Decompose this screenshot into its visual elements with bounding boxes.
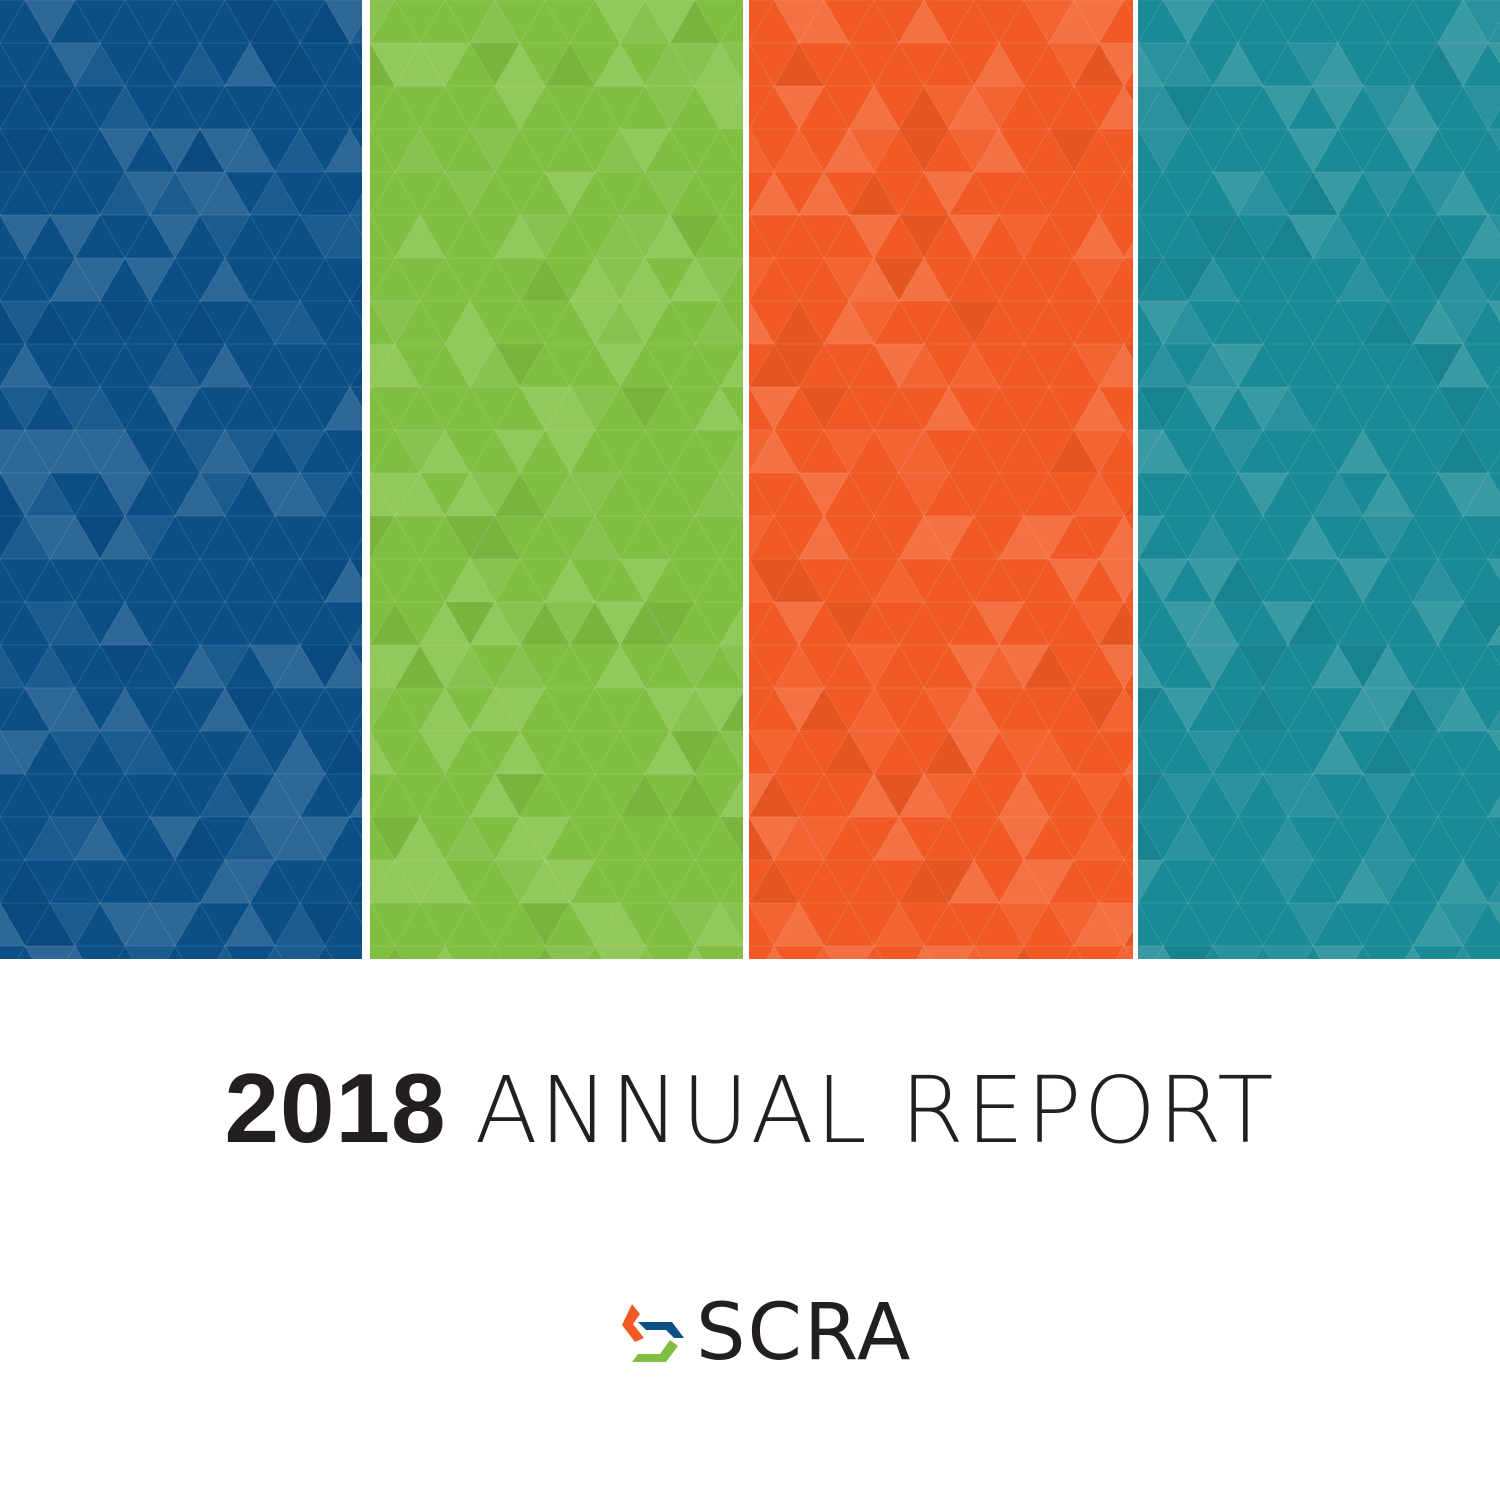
scra-logo: SCRA <box>620 1288 912 1378</box>
logo-text: SCRA <box>696 1288 913 1378</box>
blue-pattern-stripe <box>0 0 362 959</box>
green-pattern-stripe <box>370 0 743 959</box>
title-text: ANNUAL REPORT <box>474 1057 1276 1164</box>
title-year: 2018 <box>224 1053 447 1163</box>
report-title: 2018 ANNUAL REPORT <box>0 1052 1500 1165</box>
teal-pattern-stripe <box>1138 0 1500 959</box>
orange-pattern-stripe <box>749 0 1133 959</box>
scra-logo-mark-icon <box>622 1304 684 1362</box>
